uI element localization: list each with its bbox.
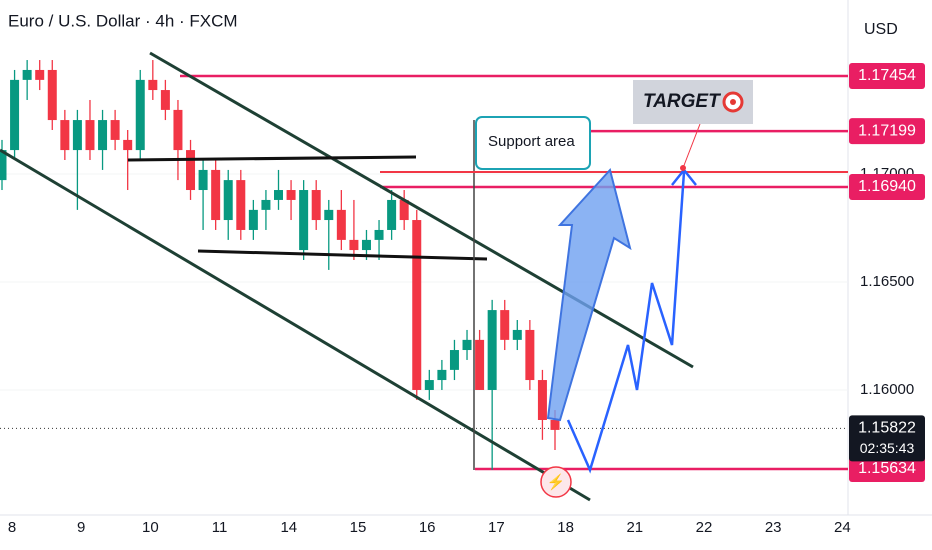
x-tick-label: 16 xyxy=(419,519,436,536)
candle-body xyxy=(462,339,472,351)
target-dot xyxy=(680,165,686,171)
upper-trendline xyxy=(149,51,694,369)
candle-body xyxy=(424,380,434,390)
candle-body xyxy=(449,350,459,370)
candle-body xyxy=(349,239,359,251)
candle-body xyxy=(47,69,57,121)
candle-body xyxy=(35,69,45,80)
y-tick-label: 1.16000 xyxy=(860,381,914,398)
level-tag xyxy=(849,63,925,90)
candle-body xyxy=(173,109,183,151)
candle-body xyxy=(123,139,133,151)
alert-icon-glyph: ⚡ xyxy=(547,473,566,491)
candle-body xyxy=(60,120,70,151)
candle-body xyxy=(110,120,120,140)
level-label: 1.16940 xyxy=(858,178,916,195)
x-tick-label: 23 xyxy=(765,519,782,536)
level-label: 1.15634 xyxy=(858,460,916,477)
candle-body xyxy=(324,209,334,221)
level-label: 1.17199 xyxy=(858,122,916,139)
candle-body xyxy=(437,369,447,381)
candle-body xyxy=(72,120,82,151)
candle-body xyxy=(160,90,170,110)
candle-body xyxy=(286,190,296,200)
level-tag xyxy=(849,118,925,145)
support-box xyxy=(475,116,591,170)
big-arrow xyxy=(546,167,632,422)
support-label: Support area xyxy=(488,133,575,150)
candle-body xyxy=(85,120,95,151)
x-tick-label: 9 xyxy=(77,519,85,536)
target-label: TARGET xyxy=(643,91,721,112)
candle-body xyxy=(374,229,384,240)
candle-body xyxy=(299,190,309,251)
currency-label: USD xyxy=(864,21,898,38)
candle-body xyxy=(22,69,32,80)
x-tick-label: 11 xyxy=(212,519,228,536)
level-tag xyxy=(849,456,925,483)
x-tick-label: 17 xyxy=(488,519,505,536)
range-bottom-line xyxy=(197,249,488,261)
candle-body xyxy=(148,79,158,91)
level-tag xyxy=(849,173,925,200)
candle-body xyxy=(223,180,233,221)
candle-body xyxy=(500,310,510,340)
x-tick-label: 24 xyxy=(834,519,851,536)
candle-body xyxy=(336,209,346,240)
last-price-tag xyxy=(849,415,925,462)
candles-layer xyxy=(0,60,560,470)
candle-body xyxy=(311,190,321,221)
target-icon-center xyxy=(730,99,736,105)
x-tick-label: 18 xyxy=(557,519,574,536)
candle-body xyxy=(135,79,145,151)
x-tick-label: 10 xyxy=(142,519,159,536)
projection-path xyxy=(566,171,686,474)
candle-body xyxy=(475,339,485,390)
x-tick-label: 22 xyxy=(696,519,713,536)
x-tick-label: 15 xyxy=(350,519,367,536)
candle-body xyxy=(0,150,7,181)
candle-body xyxy=(98,120,108,151)
candle-body xyxy=(399,199,409,221)
lower-trendline xyxy=(0,148,591,502)
candle-body xyxy=(10,79,20,151)
range-top-line xyxy=(127,155,417,162)
y-tick-label: 1.16500 xyxy=(860,273,914,290)
level-label: 1.17454 xyxy=(858,67,916,84)
title-backdrop xyxy=(0,8,232,34)
candle-body xyxy=(387,199,397,230)
candle-body xyxy=(550,419,560,430)
countdown-label: 02:35:43 xyxy=(860,440,915,456)
candle-body xyxy=(274,190,283,200)
candle-body xyxy=(412,220,422,390)
candle-body xyxy=(361,239,371,251)
x-tick-label: 8 xyxy=(8,519,16,536)
target-pointer xyxy=(682,123,701,169)
candle-body xyxy=(261,199,271,210)
candle-body xyxy=(248,209,258,230)
candle-body xyxy=(537,380,547,420)
candle-body xyxy=(236,180,246,230)
last-price-label: 1.15822 xyxy=(858,420,916,437)
chart-title: Euro / U.S. Dollar · 4h · FXCM xyxy=(8,11,238,30)
candle-body xyxy=(512,329,522,340)
candle-body xyxy=(525,329,535,381)
candle-body xyxy=(211,169,221,221)
candle-body xyxy=(186,150,196,191)
drawings: Support area TARGET ⚡ xyxy=(0,51,848,502)
x-tick-label: 21 xyxy=(626,519,643,536)
alert-icon[interactable] xyxy=(540,466,572,498)
candle-body xyxy=(487,310,497,390)
x-tick-label: 14 xyxy=(280,519,297,536)
candle-body xyxy=(198,169,208,191)
